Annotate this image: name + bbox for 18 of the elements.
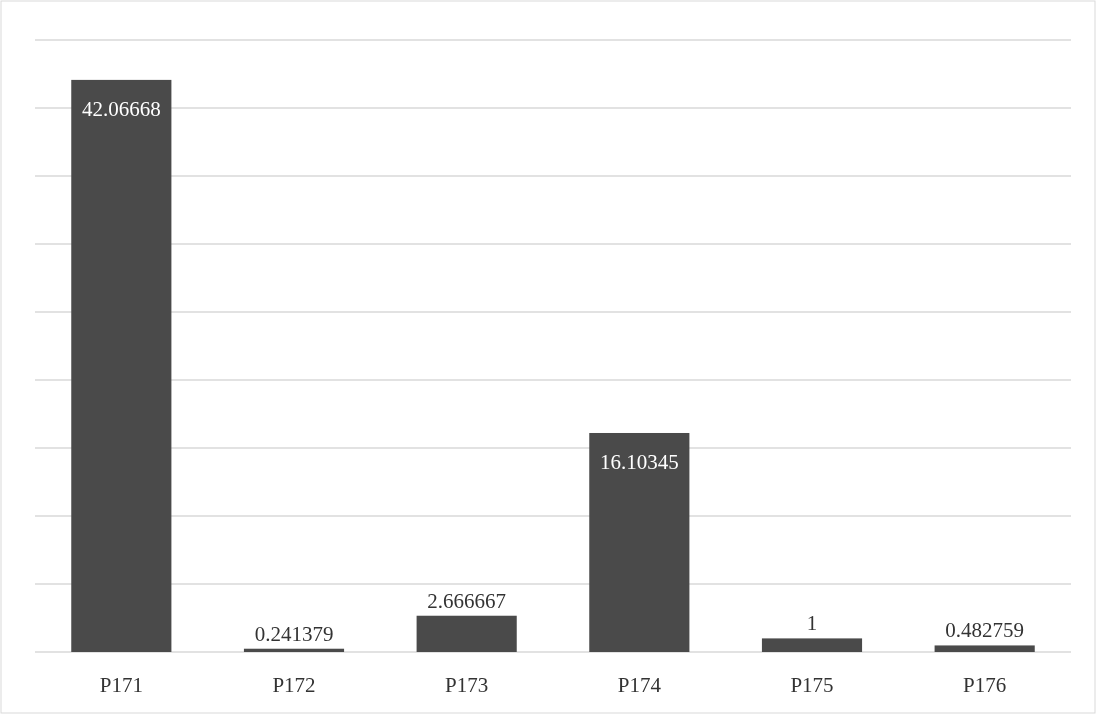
x-tick-label: P176 bbox=[963, 673, 1007, 697]
bar bbox=[71, 79, 172, 652]
bar bbox=[243, 648, 345, 652]
data-label: 0.241379 bbox=[254, 621, 334, 646]
data-label: 42.06668 bbox=[81, 96, 161, 121]
data-label: 0.482759 bbox=[945, 618, 1025, 643]
data-label: 2.666667 bbox=[427, 588, 507, 613]
x-tick-label: P172 bbox=[272, 673, 316, 697]
x-tick-label: P171 bbox=[99, 673, 143, 697]
bar bbox=[934, 645, 1035, 652]
data-label: 16.10345 bbox=[599, 449, 679, 474]
x-tick-label: P175 bbox=[790, 673, 834, 697]
bar bbox=[589, 432, 690, 652]
bar bbox=[761, 638, 863, 652]
x-tick-label: P174 bbox=[617, 673, 662, 697]
bar bbox=[416, 615, 517, 652]
data-label: 1 bbox=[806, 611, 818, 636]
x-tick-label: P173 bbox=[445, 673, 489, 697]
